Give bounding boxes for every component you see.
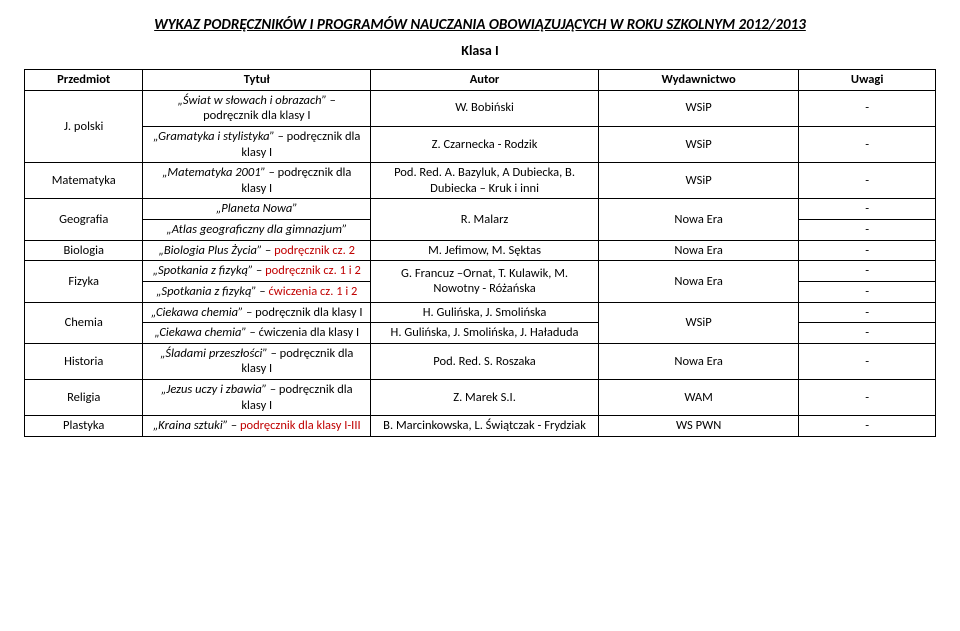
cell-notes: - <box>799 240 936 261</box>
title-red: podręcznik dla klasy I-III <box>240 418 361 433</box>
cell-notes: - <box>799 302 936 323</box>
cell-author: Z. Czarnecka - Rodzik <box>371 126 599 162</box>
cell-publisher: Nowa Era <box>598 240 798 261</box>
cell-author: M. Jefimow, M. Sęktas <box>371 240 599 261</box>
cell-author: Pod. Red. A. Bazyluk, A Dubiecka, B. Dub… <box>371 163 599 199</box>
cell-subject: Religia <box>25 380 143 416</box>
cell-notes: - <box>799 90 936 126</box>
table-row: Chemia „Ciekawa chemia” – podręcznik dla… <box>25 302 936 323</box>
cell-subject: Historia <box>25 343 143 379</box>
cell-subject: Matematyka <box>25 163 143 199</box>
title-sep: – <box>228 418 240 433</box>
cell-title: „Atlas geograficzny dla gimnazjum” <box>143 220 371 241</box>
header-publisher: Wydawnictwo <box>598 70 798 91</box>
cell-title: „Spotkania z fizyką” – podręcznik cz. 1 … <box>143 261 371 282</box>
cell-publisher: Nowa Era <box>598 261 798 302</box>
cell-notes: - <box>799 163 936 199</box>
title-name: „Biologia Plus Życia” <box>159 243 263 258</box>
cell-title: „Śladami przeszłości” – podręcznik dla k… <box>143 343 371 379</box>
cell-notes: - <box>799 323 936 344</box>
cell-subject: Chemia <box>25 302 143 343</box>
title-suffix: – podręcznik dla klasy I <box>243 305 362 320</box>
cell-subject: Biologia <box>25 240 143 261</box>
title-name: „Spotkania z fizyką” <box>156 284 256 299</box>
cell-author: Pod. Red. S. Roszaka <box>371 343 599 379</box>
cell-subject: Fizyka <box>25 261 143 302</box>
cell-notes: - <box>799 380 936 416</box>
page-title: WYKAZ PODRĘCZNIKÓW I PROGRAMÓW NAUCZANIA… <box>24 16 936 34</box>
table-row: J. polski „Świat w słowach i obrazach” –… <box>25 90 936 126</box>
cell-author: R. Malarz <box>371 199 599 240</box>
page-subtitle: Klasa I <box>24 42 936 59</box>
title-name: „Kraina sztuki” <box>153 418 228 433</box>
title-name: „Ciekawa chemia” <box>151 305 243 320</box>
cell-publisher: WS PWN <box>598 416 798 437</box>
title-name: „Ciekawa chemia” <box>154 325 246 340</box>
cell-title: „Gramatyka i stylistyka” – podręcznik dl… <box>143 126 371 162</box>
cell-title: „Ciekawa chemia” – podręcznik dla klasy … <box>143 302 371 323</box>
title-red: podręcznik cz. 2 <box>274 243 355 258</box>
cell-publisher: WSiP <box>598 90 798 126</box>
textbook-table: Przedmiot Tytuł Autor Wydawnictwo Uwagi … <box>24 69 936 437</box>
cell-notes: - <box>799 281 936 302</box>
cell-author: W. Bobiński <box>371 90 599 126</box>
title-name: „Śladami przeszłości” <box>160 346 268 361</box>
table-row: Geografia „Planeta Nowa” R. Malarz Nowa … <box>25 199 936 220</box>
cell-publisher: Nowa Era <box>598 199 798 240</box>
title-name: „Świat w słowach i obrazach” <box>178 93 330 108</box>
title-name: „Matematyka 2001” <box>162 165 266 180</box>
cell-publisher: WSiP <box>598 163 798 199</box>
cell-title: „Ciekawa chemia” – ćwiczenia dla klasy I <box>143 323 371 344</box>
table-row: Matematyka „Matematyka 2001” – podręczni… <box>25 163 936 199</box>
cell-subject: J. polski <box>25 90 143 163</box>
title-sep: – <box>262 243 274 258</box>
title-name: „Atlas geograficzny dla gimnazjum” <box>166 222 347 237</box>
cell-notes: - <box>799 126 936 162</box>
cell-notes: - <box>799 220 936 241</box>
cell-title: „Świat w słowach i obrazach” – podręczni… <box>143 90 371 126</box>
cell-author: B. Marcinkowska, L. Świątczak - Frydziak <box>371 416 599 437</box>
cell-title: „Matematyka 2001” – podręcznik dla klasy… <box>143 163 371 199</box>
cell-publisher: WSiP <box>598 302 798 343</box>
cell-title: „Kraina sztuki” – podręcznik dla klasy I… <box>143 416 371 437</box>
header-author: Autor <box>371 70 599 91</box>
header-subject: Przedmiot <box>25 70 143 91</box>
cell-subject: Plastyka <box>25 416 143 437</box>
title-name: „Planeta Nowa” <box>216 201 298 216</box>
table-row: Religia „Jezus uczy i zbawia” – podręczn… <box>25 380 936 416</box>
table-row: „Ciekawa chemia” – ćwiczenia dla klasy I… <box>25 323 936 344</box>
title-sep: – <box>257 284 269 299</box>
table-row: „Gramatyka i stylistyka” – podręcznik dl… <box>25 126 936 162</box>
title-red: podręcznik cz. 1 i 2 <box>265 263 361 278</box>
cell-author: H. Gulińska, J. Smolińska <box>371 302 599 323</box>
title-name: „Gramatyka i stylistyka” <box>153 129 275 144</box>
cell-publisher: WAM <box>598 380 798 416</box>
cell-author: H. Gulińska, J. Smolińska, J. Haładuda <box>371 323 599 344</box>
cell-publisher: Nowa Era <box>598 343 798 379</box>
title-name: „Spotkania z fizyką” <box>153 263 253 278</box>
cell-author: G. Francuz –Ornat, T. Kulawik, M. Nowotn… <box>371 261 599 302</box>
header-notes: Uwagi <box>799 70 936 91</box>
table-row: Historia „Śladami przeszłości” – podręcz… <box>25 343 936 379</box>
table-header-row: Przedmiot Tytuł Autor Wydawnictwo Uwagi <box>25 70 936 91</box>
table-row: Fizyka „Spotkania z fizyką” – podręcznik… <box>25 261 936 282</box>
cell-publisher: WSiP <box>598 126 798 162</box>
cell-notes: - <box>799 343 936 379</box>
title-sep: – <box>253 263 265 278</box>
cell-title: „Planeta Nowa” <box>143 199 371 220</box>
title-name: „Jezus uczy i zbawia” <box>161 382 267 397</box>
cell-notes: - <box>799 416 936 437</box>
cell-notes: - <box>799 199 936 220</box>
cell-title: „Jezus uczy i zbawia” – podręcznik dla k… <box>143 380 371 416</box>
cell-author: Z. Marek S.I. <box>371 380 599 416</box>
cell-title: „Biologia Plus Życia” – podręcznik cz. 2 <box>143 240 371 261</box>
table-row: Plastyka „Kraina sztuki” – podręcznik dl… <box>25 416 936 437</box>
cell-notes: - <box>799 261 936 282</box>
cell-title: „Spotkania z fizyką” – ćwiczenia cz. 1 i… <box>143 281 371 302</box>
table-row: Biologia „Biologia Plus Życia” – podręcz… <box>25 240 936 261</box>
title-suffix: – ćwiczenia dla klasy I <box>247 325 359 340</box>
title-red: ćwiczenia cz. 1 i 2 <box>269 284 358 299</box>
header-title: Tytuł <box>143 70 371 91</box>
cell-subject: Geografia <box>25 199 143 240</box>
